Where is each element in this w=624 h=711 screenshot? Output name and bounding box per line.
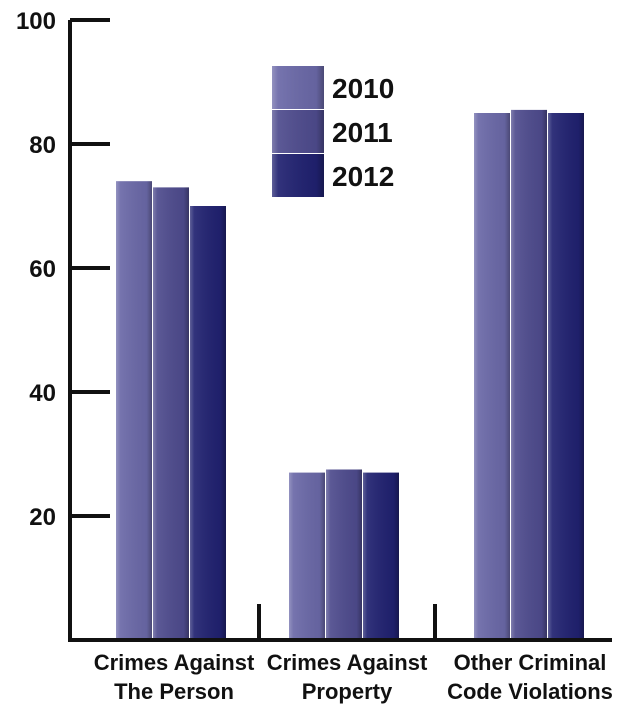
- bar-shading-2010-cat-2: [289, 472, 325, 640]
- bar-shading-2010-cat-3: [474, 113, 510, 640]
- legend-label-2011: 2011: [332, 117, 393, 148]
- legend-swatch-shading-2010: [272, 66, 324, 109]
- y-tick-label-20: 20: [29, 504, 56, 531]
- bars-layer: [116, 109, 584, 640]
- y-tick-label-100: 100: [16, 8, 56, 35]
- bar-shading-2012-cat-3: [548, 113, 584, 640]
- y-tick-label-40: 40: [29, 380, 56, 407]
- bar-shading-2012-cat-2: [363, 472, 399, 640]
- axis-layer: 20 40 60 80 100 Crimes Against The Person Crime…: [16, 8, 613, 704]
- category-label-1-line-1: Crimes Against: [94, 650, 255, 675]
- legend-swatch-shading-2011: [272, 110, 324, 153]
- legend-label-2012: 2012: [332, 161, 394, 192]
- category-label-3-line-1: Other Criminal: [454, 650, 607, 675]
- bar-shading-2011-cat-2: [326, 469, 362, 640]
- legend: 2010 2011 2012: [272, 66, 394, 197]
- legend-swatch-shading-2012: [272, 154, 324, 197]
- legend-label-2010: 2010: [332, 73, 394, 104]
- category-label-2-line-1: Crimes Against: [267, 650, 428, 675]
- bar-shading-2011-cat-1: [153, 187, 189, 640]
- y-tick-label-80: 80: [29, 132, 56, 159]
- y-tick-label-60: 60: [29, 256, 56, 283]
- category-label-1-line-2: The Person: [114, 679, 234, 704]
- category-label-3-line-2: Code Violations: [447, 679, 613, 704]
- bar-shading-2010-cat-1: [116, 181, 152, 640]
- bar-shading-2012-cat-1: [190, 206, 226, 640]
- category-label-2-line-2: Property: [302, 679, 393, 704]
- bar-shading-2011-cat-3: [511, 109, 547, 640]
